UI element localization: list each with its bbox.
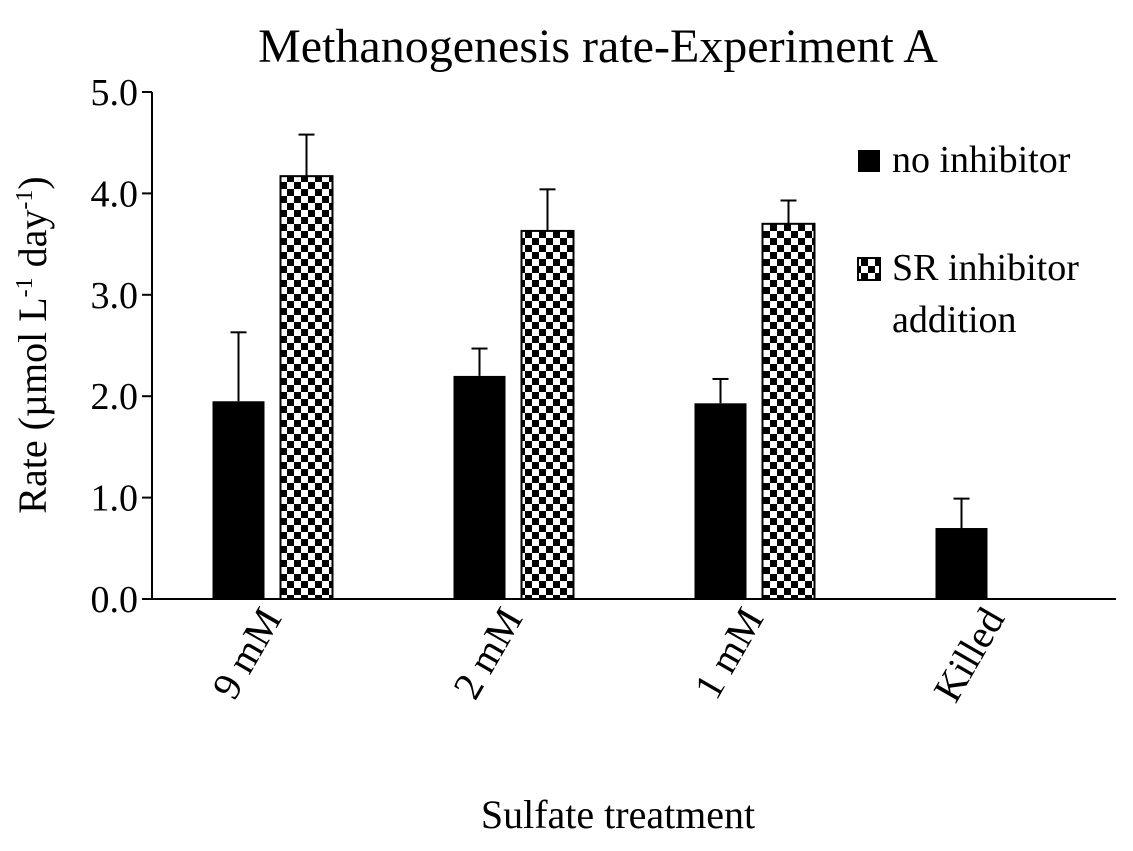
- x-axis-label: Sulfate treatment: [481, 792, 755, 837]
- y-axis-label: Rate (µmol L-1 day-1): [10, 176, 55, 513]
- y-tick-label: 2.0: [91, 376, 139, 418]
- y-tick-label: 0.0: [91, 579, 139, 621]
- y-tick-label: 4.0: [91, 173, 139, 215]
- x-tick-label: 1 mM: [685, 600, 772, 706]
- legend-label-sr-inhibitor: SR inhibitor: [892, 247, 1079, 289]
- bar-no-inhibitor: [453, 375, 506, 599]
- legend: no inhibitor SR inhibitor addition: [857, 139, 1079, 341]
- legend-label-no-inhibitor: no inhibitor: [892, 139, 1071, 181]
- bar-no-inhibitor: [694, 403, 747, 599]
- y-tick-label: 3.0: [91, 275, 139, 317]
- y-ticks: 0.0 1.0 2.0 3.0 4.0 5.0: [91, 72, 152, 621]
- legend-swatch-no-inhibitor: [858, 150, 880, 172]
- x-tick-label: 2 mM: [444, 600, 531, 706]
- bars: [212, 175, 988, 601]
- x-tick-label: 9 mM: [203, 600, 290, 706]
- bar-sr-inhibitor: [279, 175, 334, 601]
- chart-title: Methanogenesis rate-Experiment A: [258, 20, 938, 73]
- x-tick-label: Killed: [924, 600, 1013, 709]
- x-tick-labels: 9 mM 2 mM 1 mM Killed: [203, 600, 1013, 709]
- legend-label-sr-inhibitor-line2: addition: [892, 299, 1017, 341]
- bar-sr-inhibitor: [761, 222, 816, 600]
- legend-swatch-sr-inhibitor: [857, 257, 881, 281]
- bar-no-inhibitor: [212, 401, 265, 599]
- error-bars: [230, 133, 970, 529]
- bar-sr-inhibitor: [520, 229, 575, 600]
- bar-no-inhibitor: [935, 528, 988, 599]
- y-tick-label: 5.0: [91, 72, 139, 114]
- y-tick-label: 1.0: [91, 478, 139, 520]
